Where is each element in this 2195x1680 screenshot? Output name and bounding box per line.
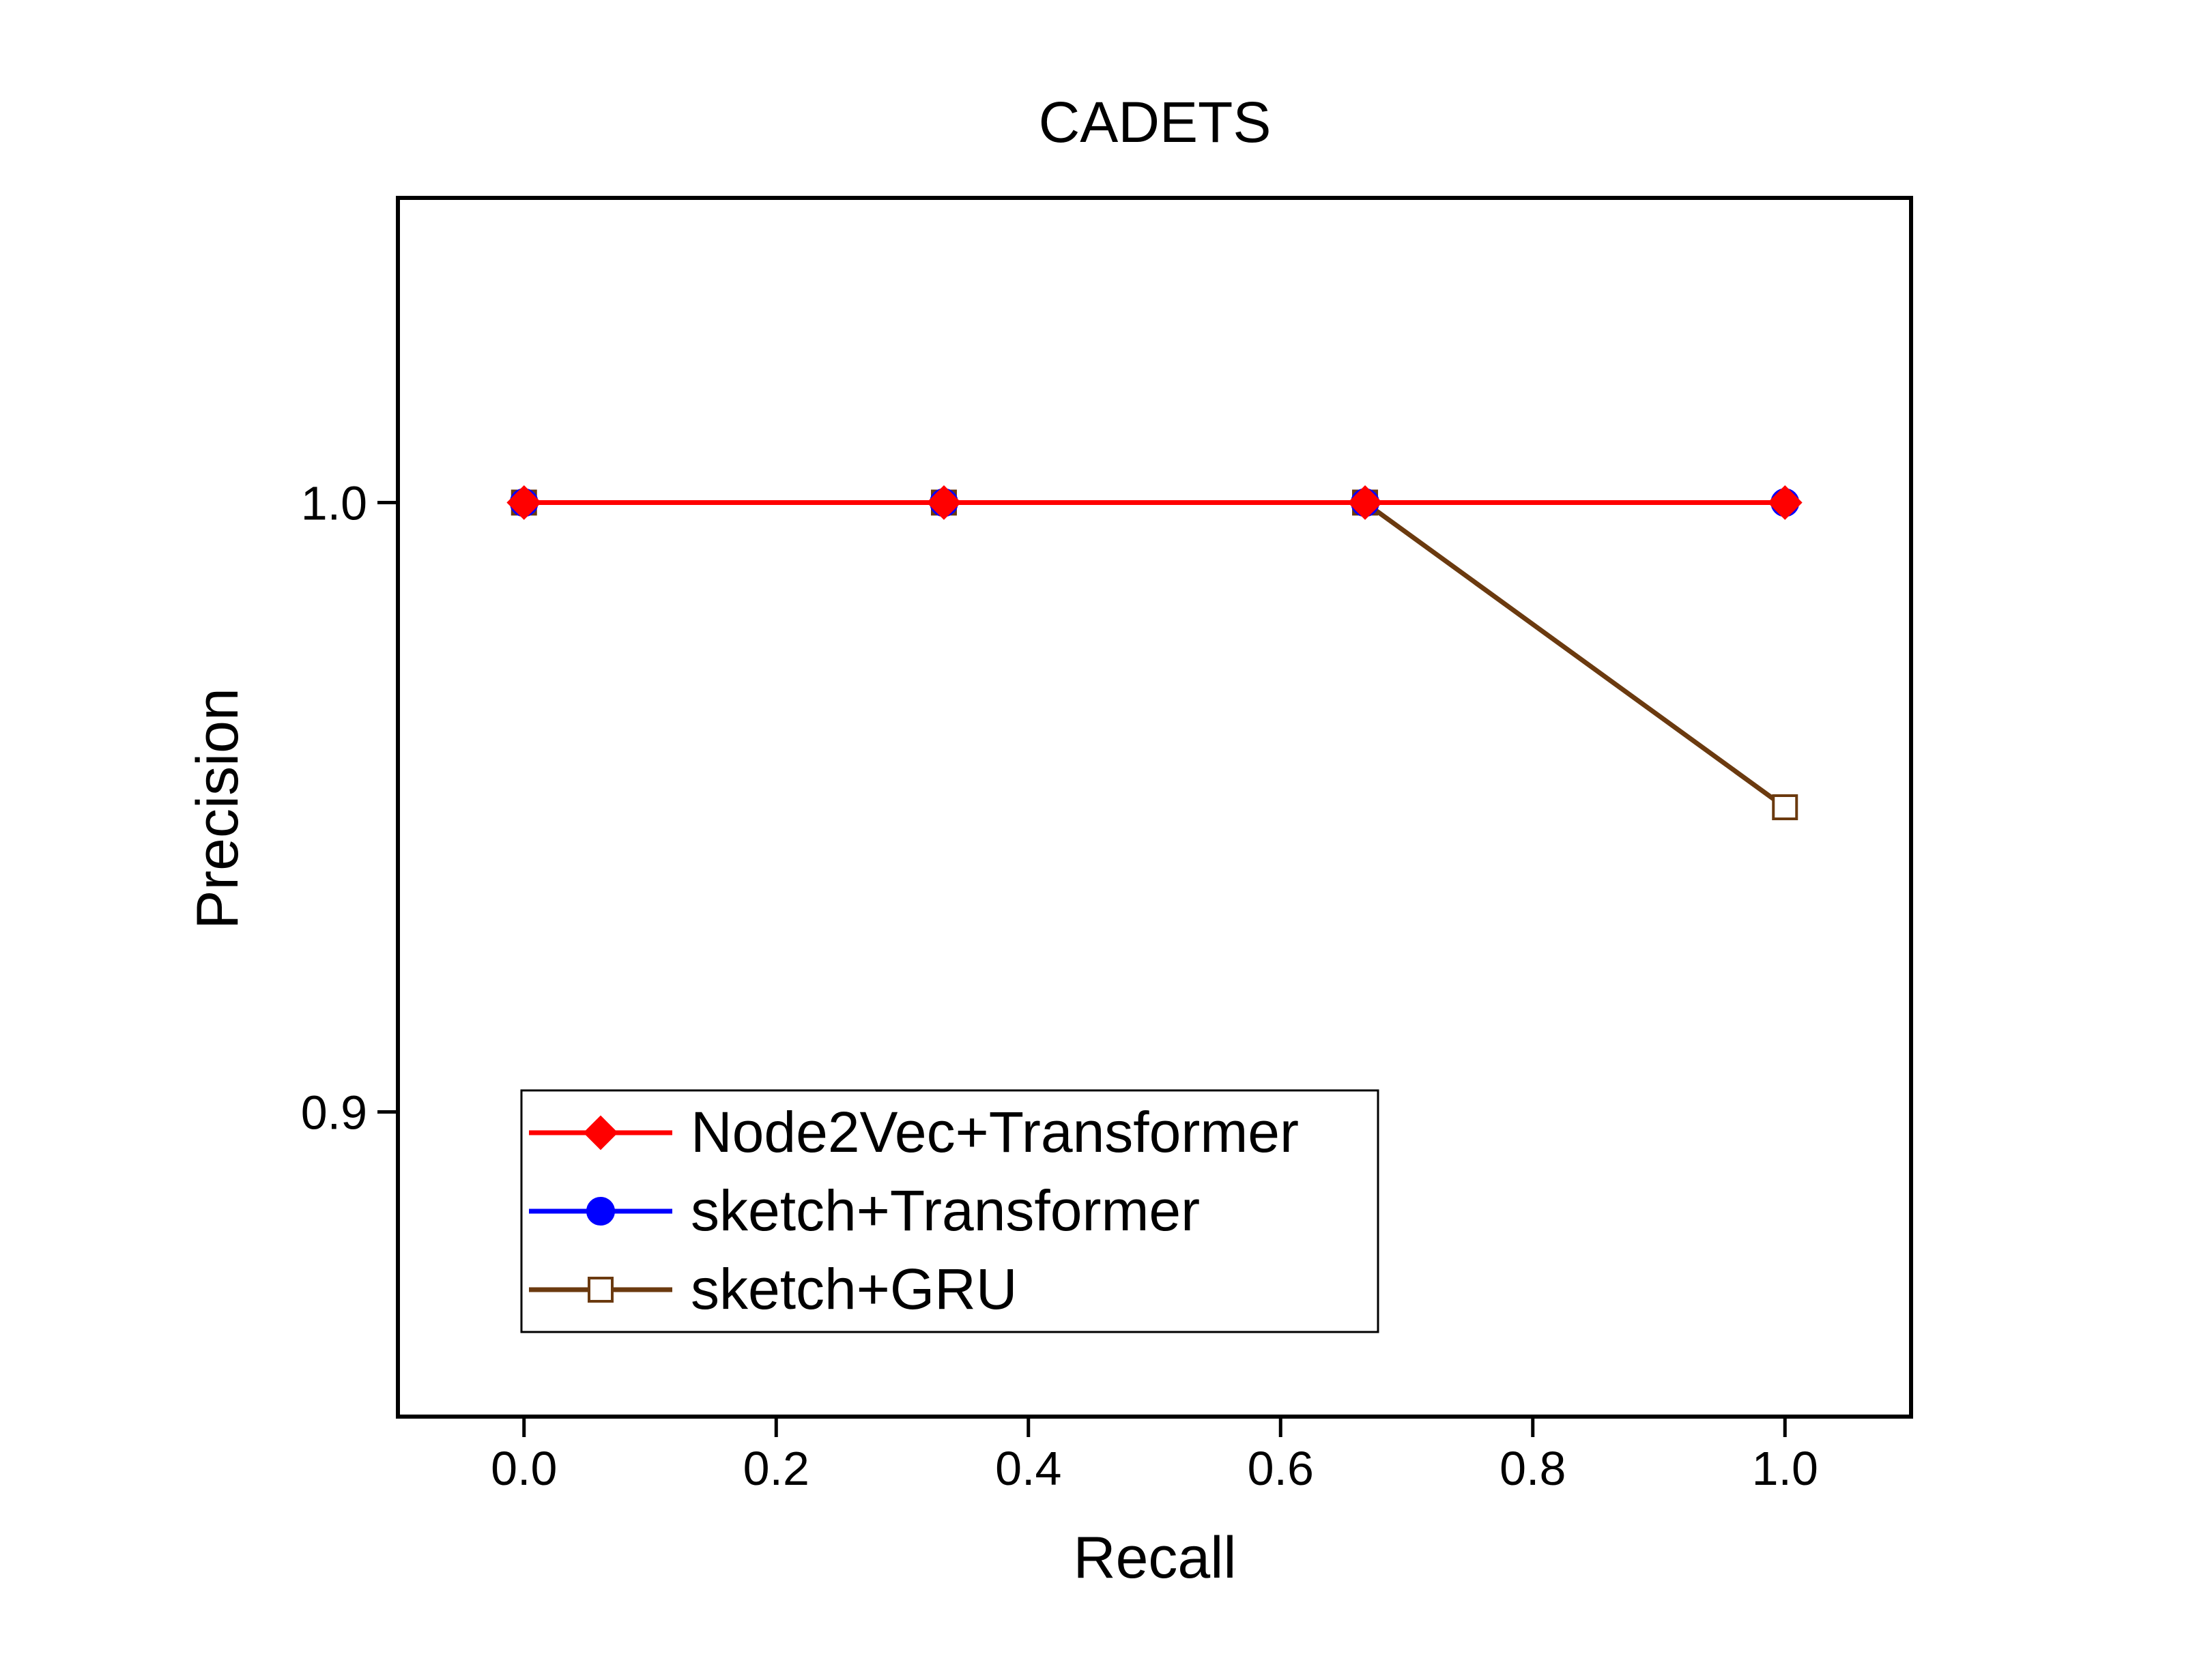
x-tick-label: 0.6 [1248,1442,1314,1495]
data-point [506,485,542,520]
chart-title: CADETS [1039,90,1272,154]
legend-label: sketch+GRU [691,1257,1018,1321]
y-tick-label: 1.0 [301,477,367,530]
series-2 [506,485,1803,520]
series-line [523,500,1787,809]
data-point [1347,485,1383,520]
legend-marker [588,1277,614,1303]
x-tick-label: 0.0 [491,1442,557,1495]
legend-label: Node2Vec+Transformer [691,1100,1299,1164]
data-point [1767,485,1803,520]
plot-area [506,485,1803,820]
y-tick-label: 0.9 [301,1086,367,1140]
legend-label: sketch+Transformer [691,1178,1200,1243]
x-axis-label: Recall [1074,1525,1237,1591]
x-tick-label: 1.0 [1752,1442,1818,1495]
legend-entry: sketch+GRU [529,1257,1018,1321]
legend-marker [586,1197,615,1226]
x-tick-label: 0.4 [995,1442,1061,1495]
legend-marker [583,1115,618,1150]
x-tick-label: 0.2 [743,1442,809,1495]
legend-entry: Node2Vec+Transformer [529,1100,1299,1164]
legend: Node2Vec+Transformer sketch+Transformer sk… [520,1089,1379,1333]
data-point [1772,794,1798,820]
data-point [926,485,962,520]
series-0 [511,489,1798,820]
legend-entry: sketch+Transformer [529,1178,1200,1243]
y-axis-label: Precision [185,688,250,929]
plot-frame [396,196,1913,1419]
axes: 0.0 0.2 0.4 0.6 0.8 1.0 0.9 1.0 [301,196,1913,1495]
x-tick-label: 0.8 [1500,1442,1566,1495]
